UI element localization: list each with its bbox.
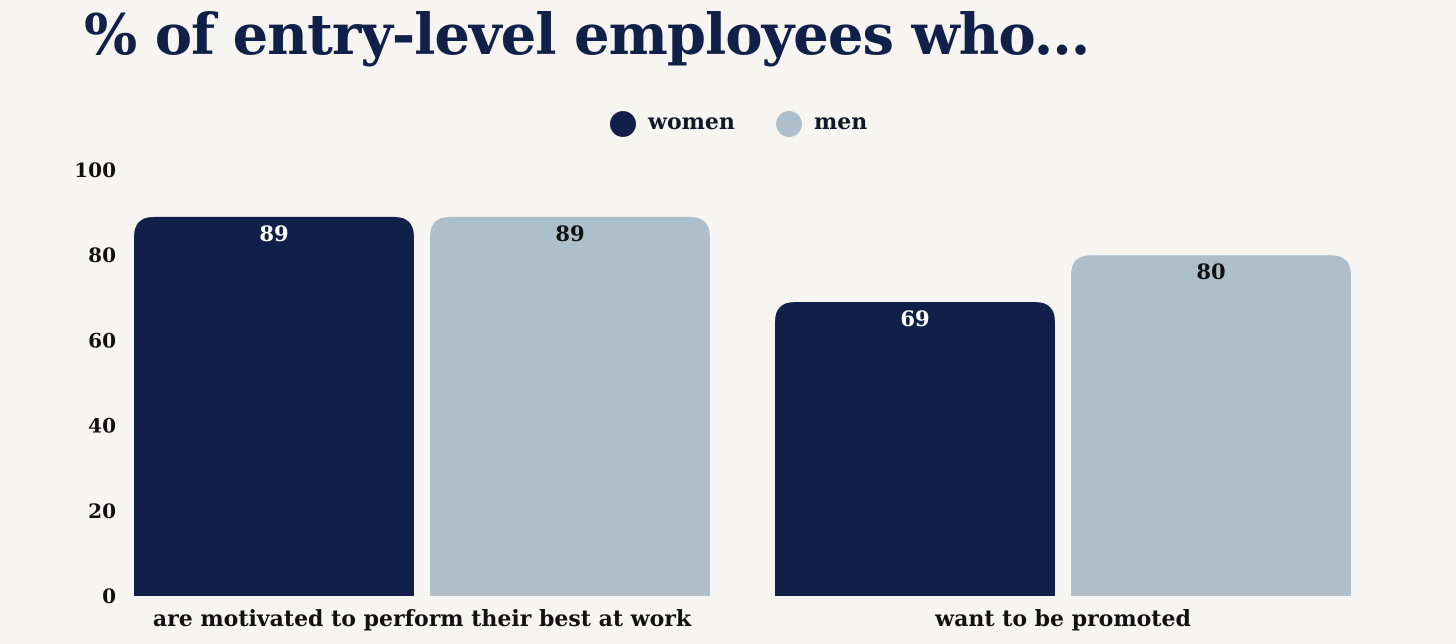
legend-label-men: men: [814, 109, 868, 135]
y-tick-label: 0: [102, 584, 116, 608]
bars: [134, 216, 1351, 597]
x-category-label: want to be promoted: [934, 606, 1191, 632]
chart-title: % of entry-level employees who...: [84, 2, 1090, 68]
legend: women men: [0, 108, 1456, 140]
bar-men-1: [430, 216, 710, 597]
legend-swatch-men: [776, 111, 802, 137]
y-tick-label: 80: [88, 243, 116, 267]
bar-men-2: [1071, 255, 1351, 596]
y-axis: 0 20 40 60 80 100: [74, 158, 116, 608]
x-axis: are motivated to perform their best at w…: [153, 606, 1191, 632]
y-tick-label: 40: [88, 414, 116, 438]
y-tick-label: 60: [88, 328, 116, 352]
data-labels: 89 89 69 80: [259, 221, 1225, 331]
x-category-label: are motivated to perform their best at w…: [153, 606, 692, 632]
data-label-men-1: 89: [555, 221, 584, 246]
data-label-men-2: 80: [1196, 259, 1225, 284]
y-tick-label: 100: [74, 158, 116, 182]
bar-women-1: [134, 216, 414, 597]
legend-swatch-women: [610, 111, 636, 137]
data-label-women-2: 69: [900, 306, 929, 331]
data-label-women-1: 89: [259, 221, 288, 246]
bar-women-2: [775, 302, 1055, 596]
y-tick-label: 20: [88, 499, 116, 523]
legend-label-women: women: [648, 109, 735, 135]
